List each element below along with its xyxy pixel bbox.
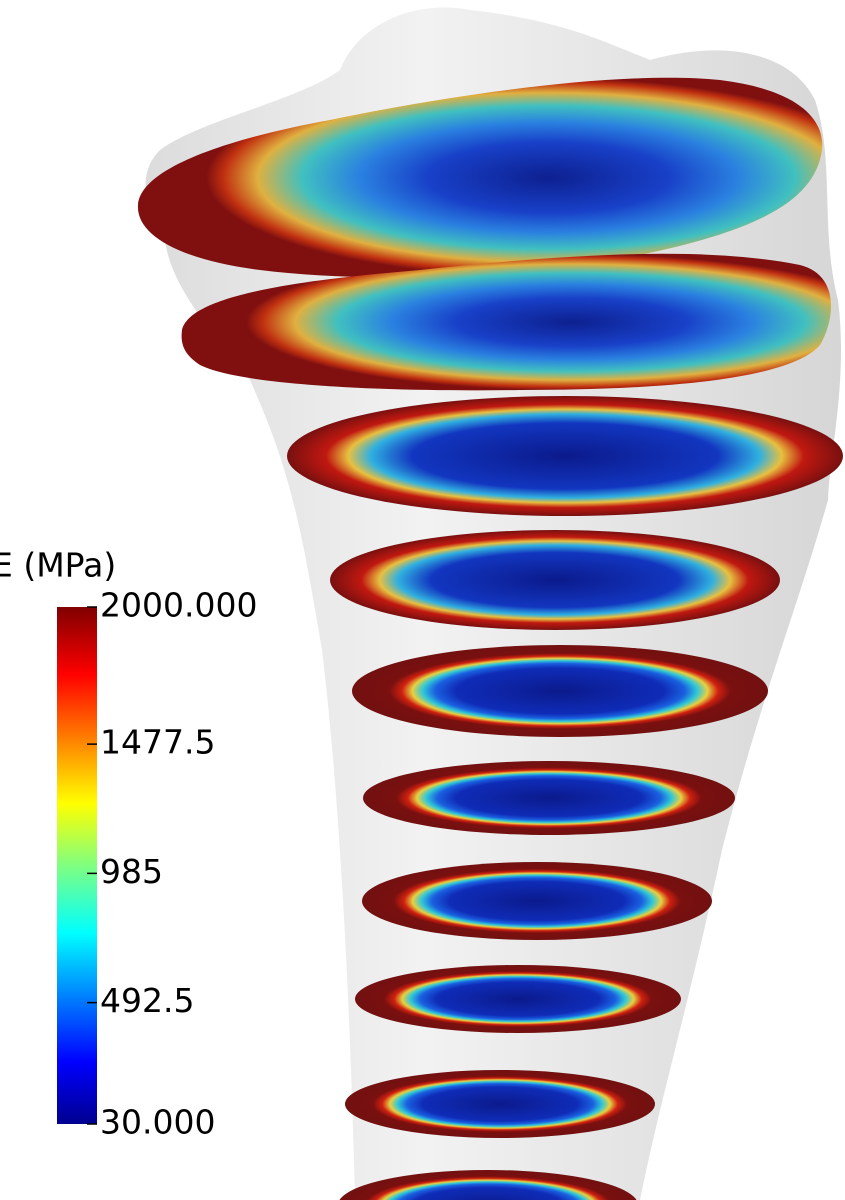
colorbar-title: E (MPa) [0, 546, 116, 585]
slice [330, 530, 780, 630]
colorbar-tick-label: 2000.000 [100, 586, 257, 625]
slice [363, 761, 735, 835]
slice [352, 645, 768, 737]
colorbar-ramp [57, 607, 97, 1124]
slice [339, 1170, 637, 1200]
colorbar-tick-label: 30.000 [100, 1103, 215, 1142]
slice [362, 862, 712, 940]
slice [287, 396, 843, 516]
slice [181, 253, 832, 391]
slice [355, 965, 681, 1033]
colorbar-tick-label: 1477.5 [100, 723, 215, 762]
colorbar-tick-label: 492.5 [100, 981, 194, 1020]
colorbar: E (MPa) 2000.000 1477.5 985 492.5 30.000 [0, 546, 257, 1142]
colorbar-tick-label: 985 [100, 852, 163, 891]
slice [345, 1070, 655, 1138]
slices [137, 77, 843, 1200]
slice [137, 77, 823, 278]
